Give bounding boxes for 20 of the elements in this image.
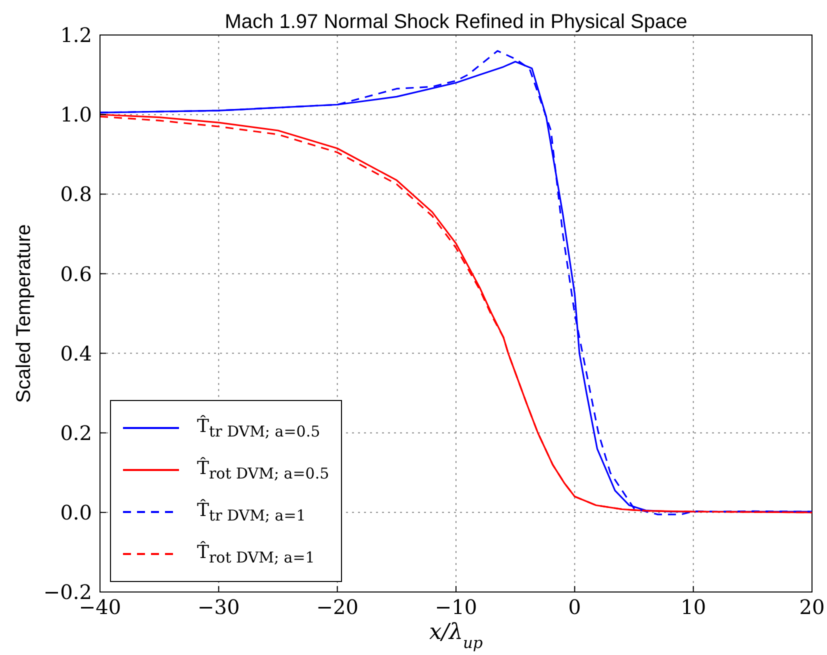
x-tick-label: 20 [799,595,825,620]
y-tick-label: 0.0 [60,500,92,525]
chart-title: Mach 1.97 Normal Shock Refined in Physical Space [224,11,688,33]
legend-label: T̂$_{rot DVM; a=1}$ [197,542,315,566]
legend-label: T̂$_{tr DVM; a=1}$ [197,500,306,524]
x-tick-label: 10 [680,595,706,620]
y-axis-title: Scaled Temperature [13,224,35,403]
x-tick-label: −30 [198,595,240,620]
y-tick-label: 1.0 [60,102,92,127]
y-tick-label: 0.8 [60,182,92,206]
y-tick-label: 1.2 [60,23,92,48]
legend-label: T̂$_{tr DVM; a=0.5}$ [197,416,320,440]
legend-label: T̂$_{rot DVM; a=0.5}$ [197,458,330,482]
y-tick-label: 0.2 [60,420,92,445]
x-axis-title: x/λ$_{up}$ [429,620,483,652]
y-tick-label: 0.6 [60,262,92,286]
x-tick-label: 0 [568,595,582,620]
y-tick-label: 0.4 [60,341,92,366]
x-tick-label: −20 [316,595,358,620]
x-tick-label: −10 [434,595,478,620]
